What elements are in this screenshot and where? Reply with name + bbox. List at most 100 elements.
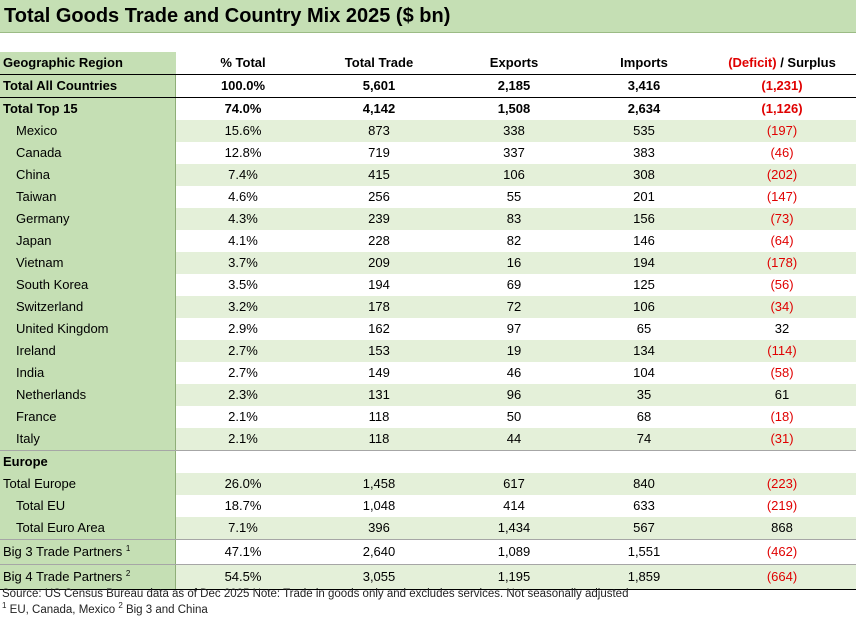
header-region: Geographic Region	[0, 52, 176, 74]
cell-trade: 149	[368, 365, 390, 380]
footnote-2-text: Big 3 and China	[122, 604, 208, 616]
cell-imports: 383	[633, 145, 655, 160]
row-label: Europe	[0, 451, 176, 473]
cell-exports: 50	[506, 409, 522, 424]
cell-pct: 100.0%	[220, 78, 266, 93]
cell-pct: 12.8%	[224, 145, 262, 160]
table-row-taiwan: Taiwan 4.6% 256 55 201 (147)	[0, 186, 856, 208]
cell-balance: (147)	[766, 189, 798, 204]
row-label: United Kingdom	[0, 318, 176, 340]
cell-exports: 44	[506, 431, 522, 446]
cell-exports: 82	[506, 233, 522, 248]
table-header-row: Geographic Region % Total Total Trade Ex…	[0, 52, 856, 74]
row-label: Big 4 Trade Partners 2	[0, 565, 176, 589]
footnote-line: 1 EU, Canada, Mexico 2 Big 3 and China	[2, 602, 628, 618]
cell-imports: 194	[633, 255, 655, 270]
cell-pct: 47.1%	[224, 544, 262, 559]
cell-balance: (58)	[770, 365, 794, 380]
cell-balance: (462)	[766, 544, 798, 559]
cell-exports: 16	[506, 255, 522, 270]
cell-pct: 3.2%	[228, 299, 258, 314]
table-row-netherlands: Netherlands 2.3% 131 96 35 61	[0, 384, 856, 406]
cell-trade: 162	[368, 321, 390, 336]
row-label: Taiwan	[0, 186, 176, 208]
cell-pct: 15.6%	[224, 123, 262, 138]
header-pct-total: % Total	[220, 55, 266, 70]
row-label: Switzerland	[0, 296, 176, 318]
cell-imports: 65	[636, 321, 652, 336]
cell-imports: 125	[633, 277, 655, 292]
cell-imports: 2,634	[627, 101, 661, 116]
cell-pct: 74.0%	[224, 101, 262, 116]
table-row-vietnam: Vietnam 3.7% 209 16 194 (178)	[0, 252, 856, 274]
cell-pct: 4.1%	[228, 233, 258, 248]
footnote-1-text: EU, Canada, Mexico	[6, 604, 119, 616]
cell-exports: 46	[506, 365, 522, 380]
cell-imports: 201	[633, 189, 655, 204]
cell-pct: 4.6%	[228, 189, 258, 204]
cell-trade: 5,601	[362, 78, 396, 93]
cell-trade: 239	[368, 211, 390, 226]
cell-exports: 106	[503, 167, 525, 182]
cell-pct: 2.3%	[228, 387, 258, 402]
cell-trade: 153	[368, 343, 390, 358]
cell-imports: 535	[633, 123, 655, 138]
cell-imports: 134	[633, 343, 655, 358]
row-label: France	[0, 406, 176, 428]
cell-pct: 2.1%	[228, 409, 258, 424]
cell-imports: 633	[633, 498, 655, 513]
cell-trade: 415	[368, 167, 390, 182]
source-note: Source: US Census Bureau data as of Dec …	[2, 588, 629, 600]
cell-balance: (197)	[766, 123, 798, 138]
cell-exports: 617	[503, 476, 525, 491]
footnote-marker: 1	[125, 544, 131, 553]
row-label: Ireland	[0, 340, 176, 362]
table-row-big3: Big 3 Trade Partners 1 47.1% 2,640 1,089…	[0, 539, 856, 564]
table-row-italy: Italy 2.1% 118 44 74 (31)	[0, 428, 856, 450]
cell-pct: 4.3%	[228, 211, 258, 226]
cell-exports: 1,508	[497, 101, 531, 116]
cell-trade: 118	[368, 431, 390, 446]
cell-exports: 1,195	[497, 569, 531, 584]
footnotes: Source: US Census Bureau data as of Dec …	[2, 586, 628, 618]
cell-pct: 54.5%	[224, 569, 262, 584]
cell-imports: 104	[633, 365, 655, 380]
row-label: Netherlands	[0, 384, 176, 406]
cell-trade: 131	[368, 387, 390, 402]
cell-trade: 4,142	[362, 101, 396, 116]
row-label: Vietnam	[0, 252, 176, 274]
footnote-2-marker: 2	[118, 601, 123, 610]
cell-exports: 55	[506, 189, 522, 204]
cell-balance: (73)	[770, 211, 794, 226]
table-row-germany: Germany 4.3% 239 83 156 (73)	[0, 208, 856, 230]
header-deficit: (Deficit)	[728, 55, 777, 70]
cell-imports: 1,551	[627, 544, 661, 559]
cell-pct: 2.7%	[228, 343, 258, 358]
cell-balance: 61	[774, 387, 790, 402]
header-total-trade: Total Trade	[344, 55, 414, 70]
row-label: Big 3 Trade Partners 1	[0, 540, 176, 564]
trade-table: Geographic Region % Total Total Trade Ex…	[0, 52, 856, 590]
row-label: India	[0, 362, 176, 384]
table-row-total-all: Total All Countries 100.0% 5,601 2,185 3…	[0, 74, 856, 98]
row-label: Total All Countries	[0, 75, 176, 97]
table-row-ireland: Ireland 2.7% 153 19 134 (114)	[0, 340, 856, 362]
cell-trade: 256	[368, 189, 390, 204]
cell-pct: 2.1%	[228, 431, 258, 446]
table-row-canada: Canada 12.8% 719 337 383 (46)	[0, 142, 856, 164]
table-row-united-kingdom: United Kingdom 2.9% 162 97 65 32	[0, 318, 856, 340]
cell-balance: (178)	[766, 255, 798, 270]
cell-balance: (114)	[767, 343, 797, 358]
cell-balance: (56)	[770, 277, 794, 292]
cell-trade: 1,458	[362, 476, 396, 491]
cell-trade: 396	[368, 520, 390, 535]
cell-exports: 72	[506, 299, 522, 314]
cell-exports: 1,089	[497, 544, 531, 559]
cell-trade: 1,048	[362, 498, 396, 513]
cell-balance: (664)	[766, 569, 798, 584]
cell-exports: 69	[506, 277, 522, 292]
cell-balance: (202)	[766, 167, 798, 182]
cell-imports: 567	[633, 520, 655, 535]
cell-exports: 1,434	[497, 520, 531, 535]
table-row-mexico: Mexico 15.6% 873 338 535 (197)	[0, 120, 856, 142]
